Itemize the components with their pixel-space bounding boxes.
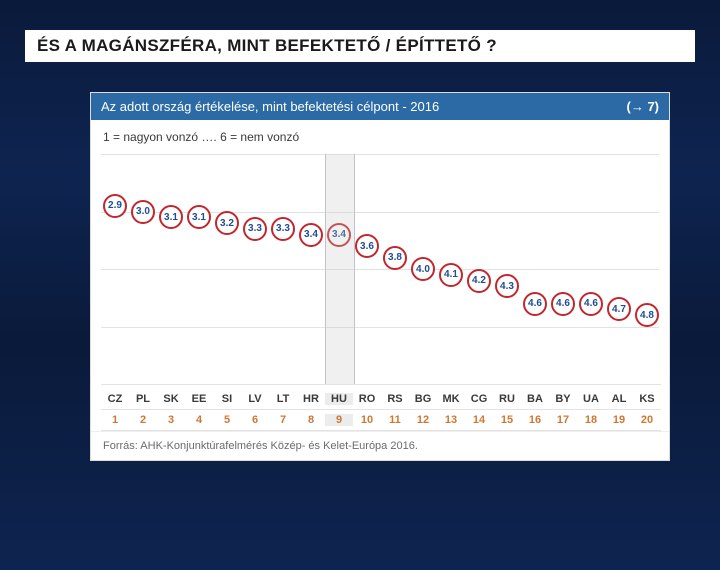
data-point: 4.3 bbox=[495, 274, 519, 298]
x-country-label: CG bbox=[465, 393, 493, 405]
x-rank-label: 11 bbox=[381, 414, 409, 426]
x-rank-label: 19 bbox=[605, 414, 633, 426]
x-rank-label: 16 bbox=[521, 414, 549, 426]
x-country-label: SK bbox=[157, 393, 185, 405]
data-point: 3.3 bbox=[271, 217, 295, 241]
x-country-label: MK bbox=[437, 393, 465, 405]
x-country-label: BG bbox=[409, 393, 437, 405]
x-axis-ranks: 1234567891011121314151617181920 bbox=[101, 410, 661, 431]
data-point: 4.6 bbox=[579, 292, 603, 316]
x-rank-label: 1 bbox=[101, 414, 129, 426]
chart-footer-source: Forrás: AHK-Konjunktúrafelmérés Közép- é… bbox=[91, 431, 669, 460]
x-country-label: RU bbox=[493, 393, 521, 405]
chart-header-text: Az adott ország értékelése, mint befekte… bbox=[101, 99, 439, 114]
x-country-label: PL bbox=[129, 393, 157, 405]
x-country-label: HR bbox=[297, 393, 325, 405]
x-rank-label: 10 bbox=[353, 414, 381, 426]
slide-title: ÉS A MAGÁNSZFÉRA, MINT BEFEKTETŐ / ÉPÍTT… bbox=[37, 36, 683, 56]
x-country-label: AL bbox=[605, 393, 633, 405]
data-point: 3.6 bbox=[355, 234, 379, 258]
data-point: 4.0 bbox=[411, 257, 435, 281]
x-rank-label: 3 bbox=[157, 414, 185, 426]
x-rank-label: 4 bbox=[185, 414, 213, 426]
x-country-label: CZ bbox=[101, 393, 129, 405]
data-point: 3.8 bbox=[383, 246, 407, 270]
x-rank-label: 20 bbox=[633, 414, 661, 426]
x-country-label: BY bbox=[549, 393, 577, 405]
chart-panel: Az adott ország értékelése, mint befekte… bbox=[90, 92, 670, 461]
x-rank-label: 17 bbox=[549, 414, 577, 426]
data-point: 4.7 bbox=[607, 297, 631, 321]
x-country-label: LV bbox=[241, 393, 269, 405]
x-rank-label: 2 bbox=[129, 414, 157, 426]
x-country-label: RO bbox=[353, 393, 381, 405]
x-country-label: UA bbox=[577, 393, 605, 405]
data-point: 3.1 bbox=[159, 205, 183, 229]
x-rank-label: 12 bbox=[409, 414, 437, 426]
data-point: 4.1 bbox=[439, 263, 463, 287]
x-country-label: SI bbox=[213, 393, 241, 405]
x-rank-label: 9 bbox=[325, 414, 353, 426]
plot-points: 2.93.03.13.13.23.33.33.43.43.63.84.04.14… bbox=[101, 154, 659, 384]
x-rank-label: 6 bbox=[241, 414, 269, 426]
data-point: 4.2 bbox=[467, 269, 491, 293]
data-point: 3.1 bbox=[187, 205, 211, 229]
x-rank-label: 7 bbox=[269, 414, 297, 426]
chart-header: Az adott ország értékelése, mint befekte… bbox=[91, 93, 669, 120]
data-point: 4.6 bbox=[551, 292, 575, 316]
x-country-label: KS bbox=[633, 393, 661, 405]
data-point: 3.3 bbox=[243, 217, 267, 241]
data-point: 3.2 bbox=[215, 211, 239, 235]
x-rank-label: 18 bbox=[577, 414, 605, 426]
x-country-label: HU bbox=[325, 393, 353, 405]
x-rank-label: 8 bbox=[297, 414, 325, 426]
chart-header-right: (→ 7) bbox=[627, 99, 660, 114]
plot-area: 2.93.03.13.13.23.33.33.43.43.63.84.04.14… bbox=[101, 154, 659, 384]
data-point: 2.9 bbox=[103, 194, 127, 218]
x-rank-label: 14 bbox=[465, 414, 493, 426]
data-point: 3.4 bbox=[299, 223, 323, 247]
data-point: 4.8 bbox=[635, 303, 659, 327]
chart-legend: 1 = nagyon vonzó …. 6 = nem vonzó bbox=[91, 120, 669, 150]
x-country-label: EE bbox=[185, 393, 213, 405]
x-country-label: RS bbox=[381, 393, 409, 405]
data-point: 4.6 bbox=[523, 292, 547, 316]
x-country-label: BA bbox=[521, 393, 549, 405]
data-point: 3.4 bbox=[327, 223, 351, 247]
x-axis-countries: CZPLSKEESILVLTHRHURORSBGMKCGRUBABYUAALKS bbox=[101, 384, 661, 410]
data-point: 3.0 bbox=[131, 200, 155, 224]
x-country-label: LT bbox=[269, 393, 297, 405]
x-rank-label: 15 bbox=[493, 414, 521, 426]
x-rank-label: 13 bbox=[437, 414, 465, 426]
x-rank-label: 5 bbox=[213, 414, 241, 426]
slide-title-bar: ÉS A MAGÁNSZFÉRA, MINT BEFEKTETŐ / ÉPÍTT… bbox=[25, 30, 695, 62]
